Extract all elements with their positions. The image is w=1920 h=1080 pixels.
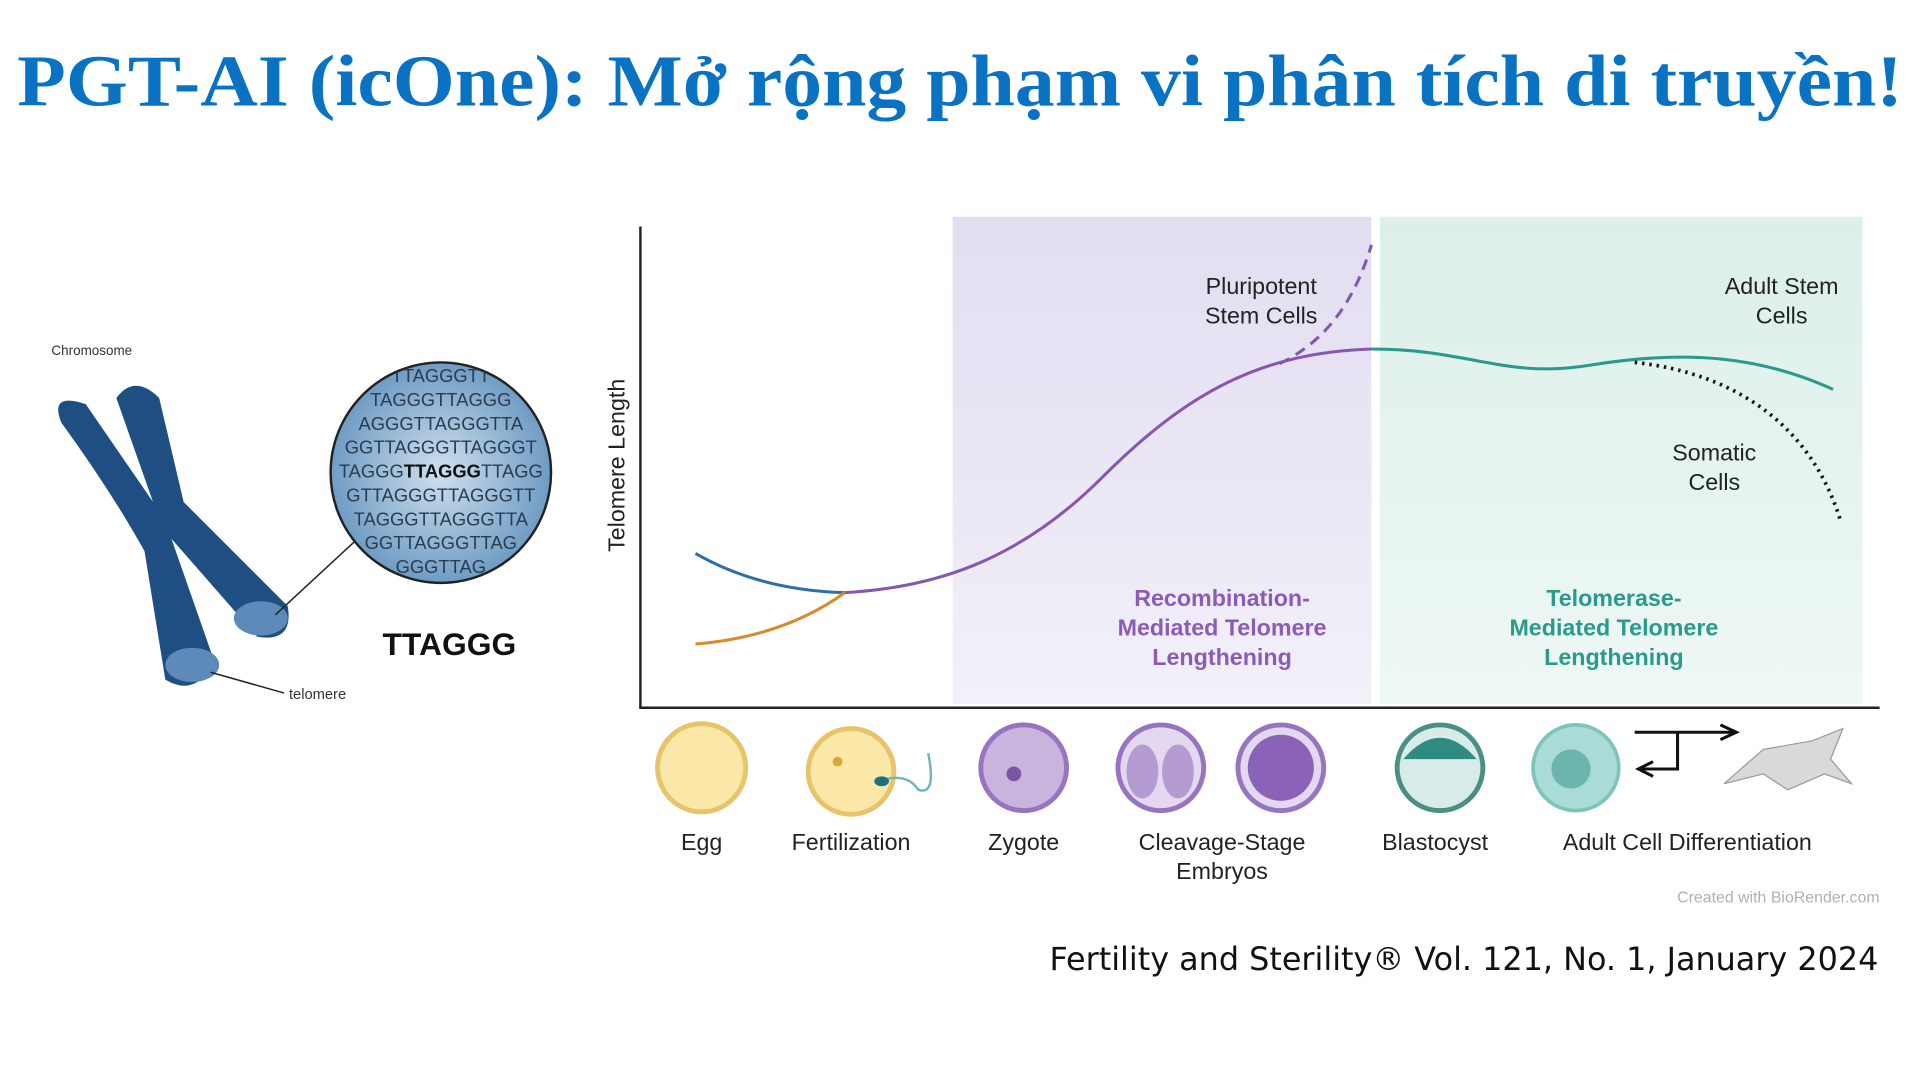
curve-label-line: Cells	[1688, 469, 1740, 495]
stage-label-line: Zygote	[988, 829, 1059, 855]
telomere-label: telomere	[289, 687, 346, 703]
stage-label: Egg	[681, 829, 722, 855]
region-label-line: Mediated Telomere	[1118, 615, 1327, 641]
chromosome-figure: Chromosome telomere TTAGGGTTTAGGGTTAGGGA…	[51, 343, 553, 703]
region-bg	[952, 216, 1372, 705]
sequence-line: TAGGGTTAGGGTTA	[354, 508, 529, 529]
chromosome-label: Chromosome	[51, 343, 132, 358]
stage-label-line: Embryos	[1176, 858, 1268, 884]
stage-label-line: Cleavage-Stage	[1139, 829, 1306, 855]
sequence-line: GGTTAGGGTTAG	[365, 532, 517, 553]
sequence-line: TTAGGGTT	[392, 365, 491, 386]
cell-icons	[655, 721, 1854, 817]
curve	[844, 347, 1372, 595]
curve-label-line: Cells	[1756, 302, 1808, 328]
sequence-part: TAGGG	[339, 461, 404, 482]
chromosome	[58, 385, 289, 686]
telomere-diagram: Telomere Length Pluripotent Stem Cells Adu…	[603, 216, 1880, 884]
stage-label: Zygote	[988, 829, 1059, 855]
curve	[1278, 244, 1373, 366]
zoom-lens	[329, 361, 553, 585]
sequence-line: GGTTAGGGTTAGGGT	[345, 437, 537, 458]
region-label-line: Recombination-	[1134, 585, 1310, 611]
stage-label-line: Egg	[681, 829, 722, 855]
sequence-part: TTAGGG	[404, 461, 481, 482]
chromosome-tip	[165, 647, 220, 683]
curve-label: Somatic Cells	[1672, 439, 1756, 494]
curve	[1371, 347, 1834, 391]
curve-label: Pluripotent Stem Cells	[1205, 273, 1317, 328]
pointer-line	[210, 671, 285, 694]
citation: Fertility and Sterility® Vol. 121, No. 1…	[1049, 940, 1878, 978]
region-label-line: Lengthening	[1544, 644, 1683, 670]
curve	[694, 552, 845, 595]
pointer-line	[275, 538, 359, 616]
sequence-part: TTAGG	[481, 461, 543, 482]
stage-label: Cleavage-Stage Embryos	[1139, 829, 1306, 884]
region-label-line: Mediated Telomere	[1509, 615, 1718, 641]
credit: Created with BioRender.com	[1677, 889, 1879, 906]
sequence-line: TAGGGTTAGGG	[370, 389, 511, 410]
region-label: Telomerase- Mediated Telomere Lengthening	[1509, 585, 1718, 670]
y-axis-label: Telomere Length	[603, 379, 629, 552]
region-label-line: Lengthening	[1152, 644, 1291, 670]
curve-label: Adult Stem Cells	[1725, 273, 1839, 328]
stage-label: Blastocyst	[1382, 829, 1488, 855]
sequence-line: GGGTTAG	[396, 556, 486, 577]
stage-label-line: Adult Cell Differentiation	[1563, 829, 1812, 855]
sequence-line: TAGGGTTAGGGTTAGG	[339, 461, 543, 482]
chromosome-tip	[233, 601, 288, 636]
curve	[695, 591, 846, 646]
region-label: Recombination- Mediated Telomere Lengtheni…	[1118, 585, 1327, 670]
curve-label-line: Pluripotent	[1206, 273, 1318, 299]
curve-label-line: Stem Cells	[1205, 302, 1317, 328]
motif-label: TTAGGG	[382, 626, 516, 662]
stage-label: Fertilization	[792, 829, 911, 855]
region-label-line: Telomerase-	[1546, 585, 1681, 611]
region-bg	[1380, 216, 1863, 705]
sequence-line: GTTAGGGTTAGGGTT	[346, 484, 535, 505]
stage-label-line: Fertilization	[792, 829, 911, 855]
slide-title: PGT-AI (icOne): Mở rộng phạm vi phân tíc…	[17, 40, 1903, 121]
curve-label-line: Somatic	[1672, 439, 1756, 465]
stage-label: Adult Cell Differentiation	[1563, 829, 1812, 855]
sequence-line: AGGGTTAGGGTTA	[359, 413, 524, 434]
curve	[1634, 360, 1843, 521]
curve-label-line: Adult Stem	[1725, 273, 1839, 299]
stage-label-line: Blastocyst	[1382, 829, 1488, 855]
